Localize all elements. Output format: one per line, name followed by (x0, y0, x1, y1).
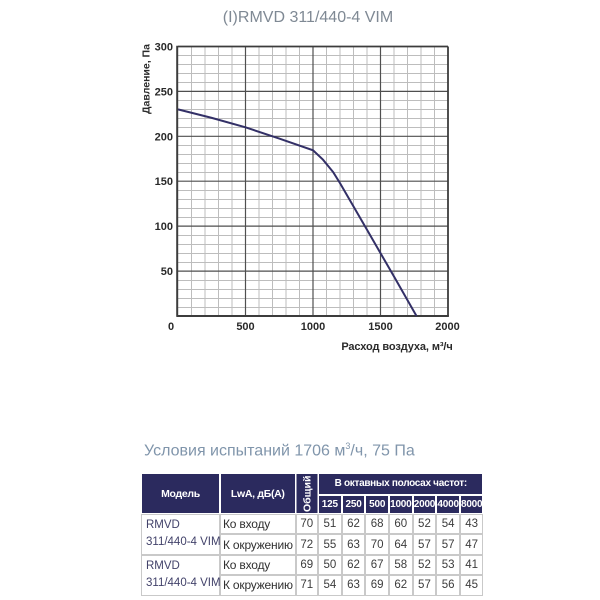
svg-text:0: 0 (168, 321, 174, 333)
svg-text:250: 250 (155, 86, 173, 98)
svg-text:Давление, Па: Давление, Па (141, 44, 153, 114)
svg-text:1000: 1000 (301, 321, 325, 333)
svg-text:300: 300 (155, 42, 173, 54)
svg-text:2000: 2000 (435, 321, 459, 333)
svg-text:100: 100 (155, 221, 173, 233)
svg-text:50: 50 (161, 266, 173, 278)
svg-text:Расход воздуха, м³/ч: Расход воздуха, м³/ч (341, 341, 452, 353)
svg-text:1500: 1500 (368, 321, 392, 333)
svg-text:200: 200 (155, 131, 173, 143)
svg-text:500: 500 (236, 321, 254, 333)
svg-text:150: 150 (155, 176, 173, 188)
